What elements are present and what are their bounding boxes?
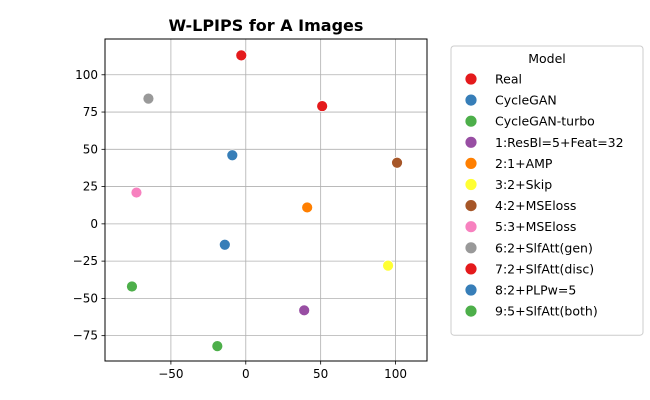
data-point [211,340,224,352]
legend-marker [464,262,478,276]
tick-layer: −50 0 50 100 −75 −50 −25 0 25 50 75 100 [73,68,407,381]
legend-entry: 6:2+SlfAtt(gen) [464,240,593,255]
legend-label: 6:2+SlfAtt(gen) [495,240,593,255]
legend-entry: 5:3+MSEloss [464,219,576,234]
legend-entry: 2:1+AMP [464,156,553,171]
legend-entry: Real [464,72,522,87]
legend-entry: 8:2+PLPw=5 [464,283,576,298]
legend-entry: 3:2+Skip [464,177,552,192]
x-tick-label: 0 [242,367,250,381]
grid-layer [105,39,427,361]
legend-label: 3:2+Skip [495,177,552,192]
data-point [301,201,314,214]
x-tick-label: 100 [384,367,407,381]
y-tick-label: 0 [90,217,98,231]
legend-label: Real [495,72,522,87]
data-point [391,156,403,169]
legend-marker [464,135,478,149]
legend-label: CycleGAN-turbo [495,114,595,129]
data-point [130,186,143,199]
legend-marker [464,241,478,255]
legend-marker [464,283,478,297]
legend-entry: 9:5+SlfAtt(both) [464,304,598,319]
data-point [126,280,138,293]
data-point [142,92,155,105]
data-point [235,49,248,62]
y-tick-label: 100 [75,68,98,82]
y-tick-label: 75 [83,105,98,119]
y-tick-label: −25 [73,254,98,268]
chart-title: W-LPIPS for A Images [169,16,364,35]
legend-label: 7:2+SlfAtt(disc) [495,261,594,276]
y-tick-label: −75 [73,329,98,343]
legend-marker [464,156,478,170]
data-point [218,238,231,251]
legend-label: 9:5+SlfAtt(both) [495,304,598,319]
legend-entry: 4:2+MSEloss [464,198,576,213]
legend-marker [464,199,478,213]
legend-marker [464,178,478,191]
legend-entry: CycleGAN [464,93,557,108]
legend-label: 5:3+MSEloss [495,219,576,234]
legend-items: Real CycleGAN CycleGAN-turbo 1:ResBl=5+Feat… [464,72,624,319]
legend-label: 4:2+MSEloss [495,198,576,213]
plot-frame [104,38,428,362]
legend-entry: 1:ResBl=5+Feat=32 [464,135,624,150]
legend-title: Model [528,51,566,66]
legend-box [450,45,644,336]
legend-label: CycleGAN [495,93,557,108]
legend-marker [464,304,478,318]
y-tick-label: −50 [73,291,98,305]
y-tick-label: 25 [83,180,98,194]
data-point [382,259,394,272]
legend-marker [464,93,478,107]
legend: Model Real CycleGAN CycleGAN-turbo 1:ResBl=… [450,45,644,336]
legend-entry: 7:2+SlfAtt(disc) [464,261,594,276]
legend-marker [464,72,478,86]
y-tick-label: 50 [83,142,98,156]
data-point [298,304,311,317]
legend-label: 8:2+PLPw=5 [495,283,576,298]
x-tick-label: −50 [158,367,183,381]
legend-entry: CycleGAN-turbo [464,114,595,129]
data-point [226,149,239,162]
legend-label: 1:ResBl=5+Feat=32 [495,135,624,150]
data-point [316,100,329,112]
legend-marker [464,220,478,234]
legend-label: 2:1+AMP [495,156,553,171]
legend-marker [464,114,478,128]
x-tick-label: 50 [313,367,328,381]
point-layer [126,49,403,352]
